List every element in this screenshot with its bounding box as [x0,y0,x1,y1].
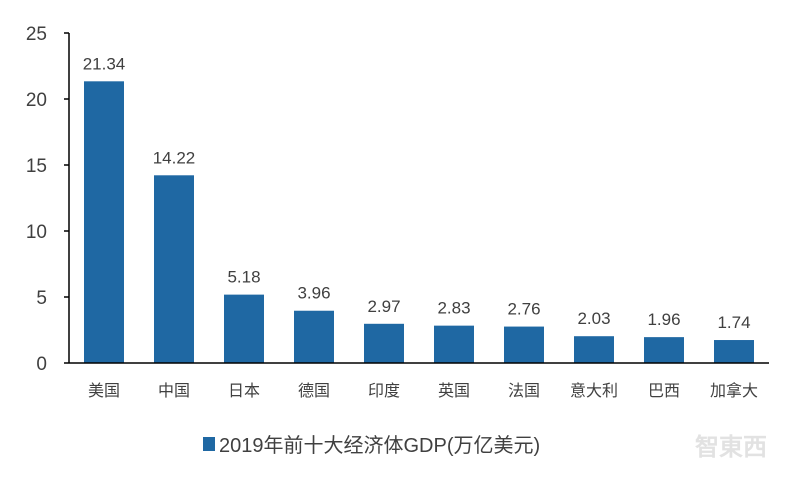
bar [714,340,754,363]
data-label: 2.83 [437,299,470,318]
legend: 2019年前十大经济体GDP(万亿美元) [203,434,540,457]
y-tick-label: 20 [26,90,47,111]
legend-swatch [203,437,215,451]
data-label: 1.96 [647,310,680,329]
data-label: 3.96 [297,284,330,303]
x-tick-label: 加拿大 [710,381,758,400]
data-label: 21.34 [83,54,126,73]
y-tick-label: 10 [26,222,47,243]
data-label: 5.18 [227,268,260,287]
bar [574,336,614,363]
x-tick-label: 巴西 [648,381,680,400]
y-tick-label: 15 [26,156,47,177]
bar [644,337,684,363]
bar [294,310,334,363]
y-tick-label: 25 [26,24,47,45]
bar [224,294,264,363]
x-tick-label: 美国 [88,381,120,400]
watermark-logo: 智東西 [695,433,767,461]
x-tick-label: 法国 [508,381,540,400]
bar [84,81,124,363]
x-tick-label: 意大利 [570,381,618,400]
x-tick-label: 印度 [368,381,400,400]
y-axis: 0 5 10 15 20 25 [26,24,70,375]
data-label: 14.22 [153,148,196,167]
data-label: 2.03 [577,309,610,328]
data-label: 1.74 [717,313,750,332]
legend-label: 2019年前十大经济体GDP(万亿美元) [219,434,540,457]
bar [434,325,474,363]
x-tick-label: 德国 [298,381,330,400]
x-tick-label: 日本 [228,381,260,400]
y-tick-label: 0 [36,354,47,375]
bar [364,323,404,363]
data-label: 2.97 [367,297,400,316]
bars: 21.34 14.22 5.18 3.96 2.97 2.83 2.76 2.03 1.96 1.… [83,54,754,363]
y-tick-label: 5 [36,288,47,309]
data-label: 2.76 [507,300,540,319]
x-tick-label: 英国 [438,381,470,400]
x-axis: 美国 中国 日本 德国 印度 英国 法国 意大利 巴西 加拿大 [69,362,769,400]
bar [154,175,194,363]
x-tick-label: 中国 [158,381,190,400]
bar [504,326,544,363]
